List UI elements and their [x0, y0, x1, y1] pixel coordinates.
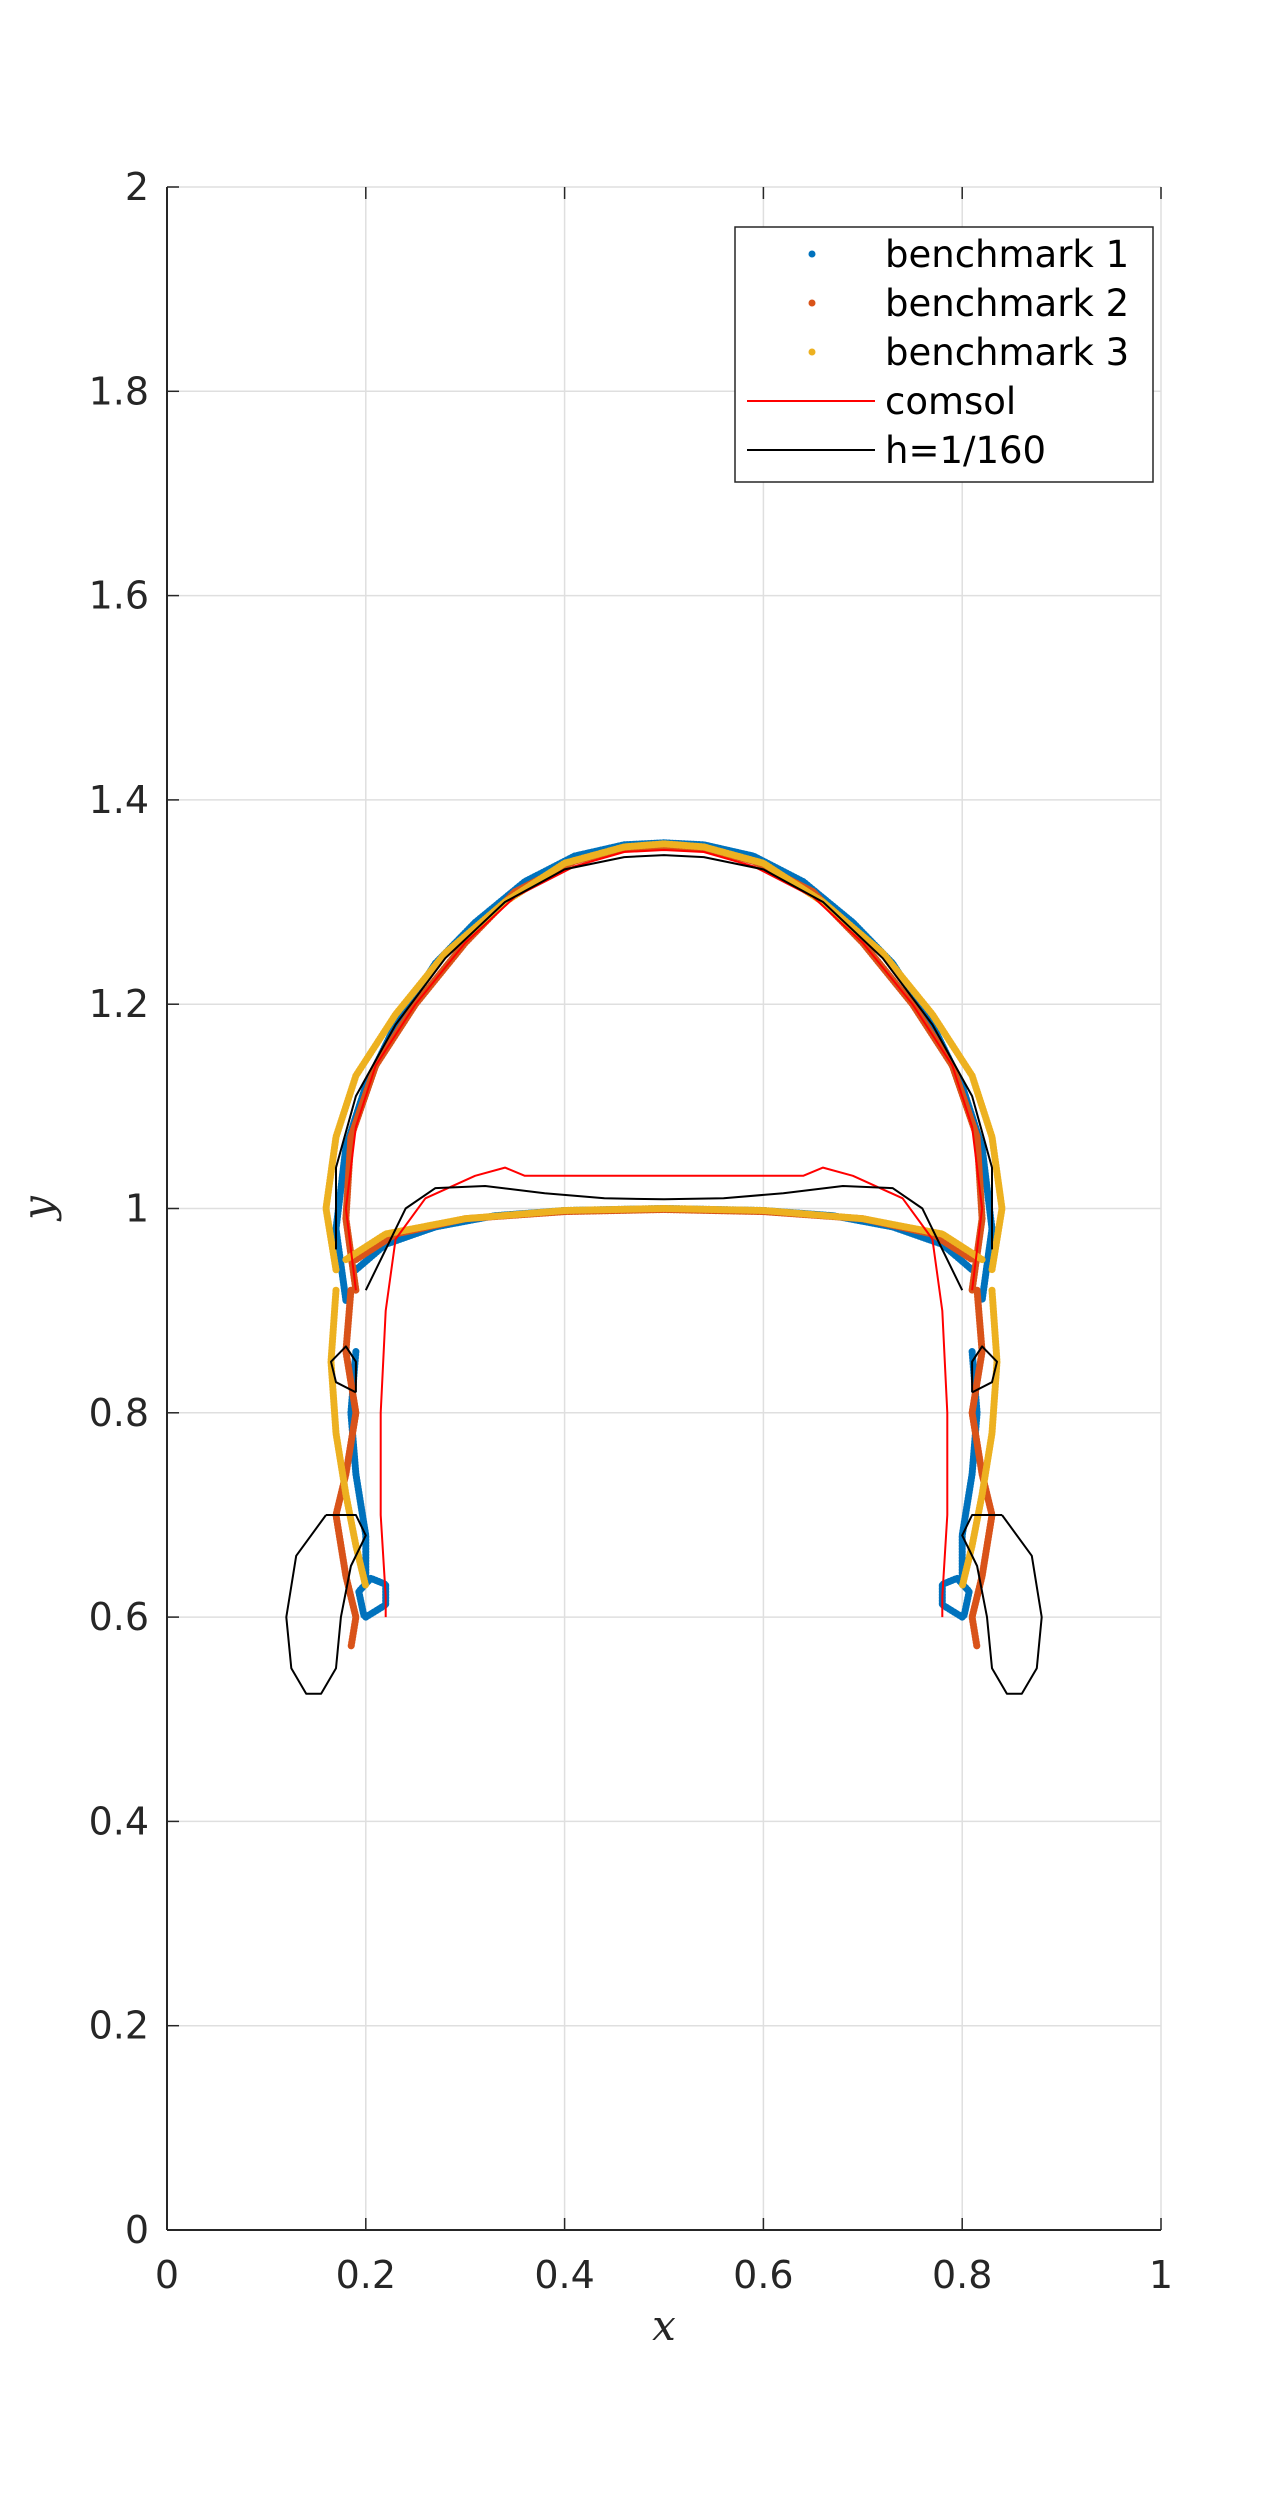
- x-tick-label: 0.6: [733, 2253, 793, 2297]
- x-tick-label: 0.2: [336, 2253, 396, 2297]
- legend-label: benchmark 1: [885, 233, 1129, 276]
- series-h-1-160: [285, 854, 1043, 1695]
- legend-box: [734, 226, 1154, 483]
- x-tick-label: 0.4: [534, 2253, 594, 2297]
- y-tick-label: 1.6: [89, 574, 149, 618]
- y-tick-label: 0.4: [89, 1799, 149, 1843]
- y-tick-label: 1.2: [89, 982, 149, 1026]
- legend-label: benchmark 3: [885, 331, 1129, 374]
- series-curve: [961, 1514, 1043, 1695]
- legend-marker: [808, 348, 816, 356]
- y-tick-label: 0.8: [89, 1391, 149, 1435]
- legend-item: h=1/160: [747, 429, 1046, 472]
- legend-marker: [808, 250, 816, 258]
- series-benchmark-3: [322, 840, 1006, 1590]
- y-tick-label: 0.2: [89, 2004, 149, 2048]
- legend-item: benchmark 3: [808, 331, 1129, 374]
- series-curve: [332, 1286, 360, 1652]
- series-layer: [285, 839, 1043, 1695]
- series-curve: [968, 1286, 996, 1652]
- y-tick-label: 0.6: [89, 1595, 149, 1639]
- x-tick-label: 0.8: [932, 2253, 992, 2297]
- legend-label: benchmark 2: [885, 282, 1129, 325]
- series-curve: [344, 849, 984, 1291]
- y-tick-label: 1.8: [89, 369, 149, 413]
- legend-item: benchmark 1: [808, 233, 1129, 276]
- x-tick-label: 0: [155, 2253, 179, 2297]
- legend-item: comsol: [747, 380, 1016, 423]
- series-comsol: [344, 849, 984, 1618]
- series-curve: [330, 1345, 357, 1394]
- series-curve: [322, 840, 1006, 1274]
- series-curve: [364, 1185, 964, 1291]
- axes: 0 0.2 0.4 0.6 0.8 1 0 0.2 0.4 0.6 0.8 1 1.2 1.4 1.6 1.8…: [89, 165, 1174, 2297]
- y-tick-label: 0: [125, 2208, 149, 2252]
- legend: benchmark 1 benchmark 2 benchmark 3 comsol h…: [734, 226, 1154, 483]
- legend-label: h=1/160: [885, 429, 1046, 472]
- legend-marker: [808, 299, 816, 307]
- y-tick-label: 1.4: [89, 778, 149, 822]
- legend-label: comsol: [885, 380, 1016, 423]
- series-curve: [971, 1345, 998, 1394]
- y-tick-label: 2: [125, 165, 149, 209]
- series-curve: [342, 1205, 986, 1264]
- legend-item: benchmark 2: [808, 282, 1129, 325]
- series-curve: [285, 1514, 367, 1695]
- y-tick-label: 1: [125, 1187, 149, 1231]
- series-curve: [379, 1166, 949, 1618]
- y-axis-label: y: [13, 1195, 62, 1222]
- series-curve: [335, 854, 993, 1250]
- x-tick-label: 1: [1149, 2253, 1173, 2297]
- x-axis-label: x: [652, 2301, 676, 2350]
